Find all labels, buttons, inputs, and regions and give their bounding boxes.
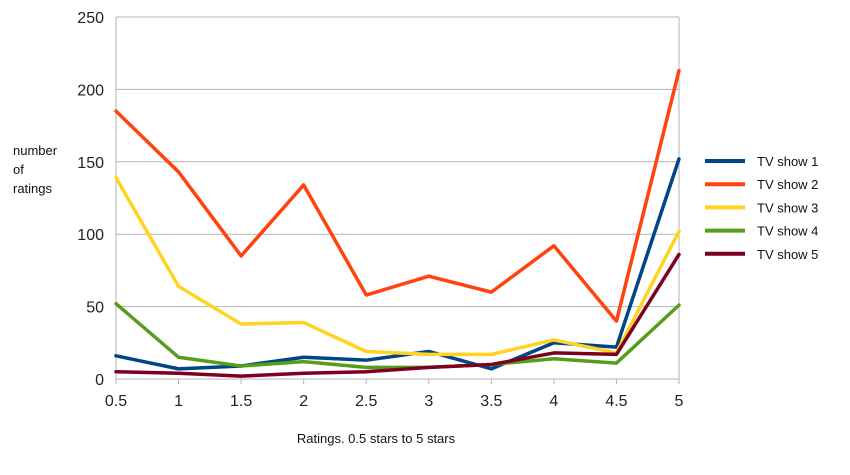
x-tick-label: 4.5: [605, 393, 627, 410]
x-tick-label: 2.5: [355, 393, 377, 410]
x-tick-label: 1.5: [230, 393, 252, 410]
legend: TV show 1 TV show 2 TV show 3 TV show 4 TV s…: [705, 154, 818, 262]
series-line-3: [114, 175, 681, 357]
legend-label-1: TV show 1: [757, 154, 818, 169]
y-axis-label-line-2: of: [13, 162, 24, 177]
x-tick-label: 4: [549, 393, 558, 410]
y-tick-label: 50: [86, 300, 104, 317]
y-tick-label: 150: [77, 155, 104, 172]
axis-layer: 0 50 100 150 200 250 0.5 1 1.5 2 2.5 3 3.5 4 4.5 5: [77, 10, 683, 410]
x-tick-label: 2: [299, 393, 308, 410]
axis-labels: number of ratings Ratings. 0.5 stars to …: [13, 143, 456, 446]
x-tick-label: 0.5: [105, 393, 127, 410]
y-tick-label: 250: [77, 10, 104, 27]
legend-label-5: TV show 5: [757, 247, 818, 262]
x-tick-label: 1: [174, 393, 183, 410]
y-tick-label: 0: [95, 372, 104, 389]
legend-label-4: TV show 4: [757, 224, 818, 239]
legend-label-2: TV show 2: [757, 177, 818, 192]
y-tick-label: 100: [77, 227, 104, 244]
series-line-4: [114, 301, 681, 370]
grid-layer: [115, 16, 680, 380]
x-tick-label: 3: [424, 393, 433, 410]
x-tick-label: 5: [675, 393, 684, 410]
x-axis-label: Ratings. 0.5 stars to 5 stars: [297, 431, 456, 446]
series-line-5: [114, 252, 681, 378]
legend-label-3: TV show 3: [757, 200, 818, 215]
x-tick-label: 3.5: [480, 393, 502, 410]
series-layer: [114, 68, 681, 378]
y-axis-label-line-3: ratings: [13, 181, 53, 196]
series-line-2: [114, 68, 681, 323]
y-axis-label-line-1: number: [13, 143, 58, 158]
series-line-1: [114, 157, 681, 371]
y-tick-label: 200: [77, 82, 104, 99]
